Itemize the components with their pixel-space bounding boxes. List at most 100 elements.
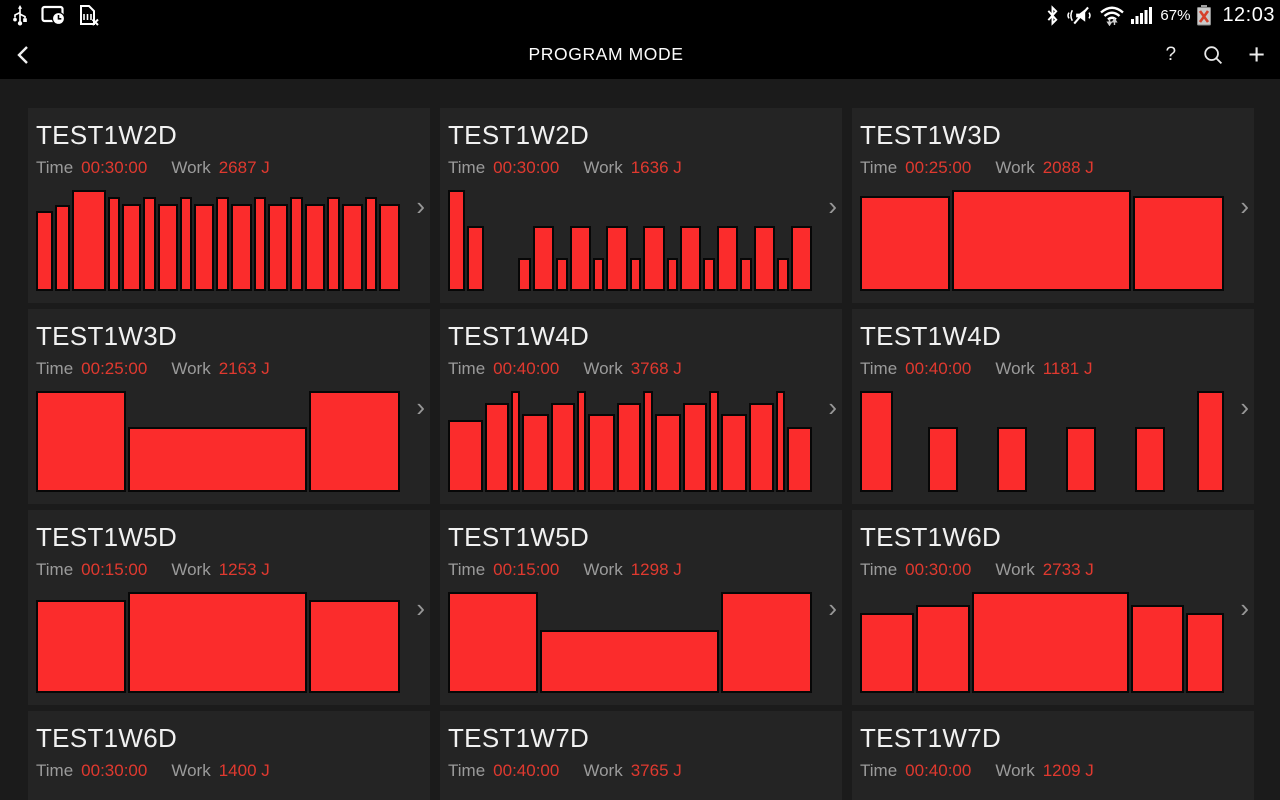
help-icon: ? (1165, 43, 1177, 65)
chevron-right-icon[interactable]: › (416, 391, 425, 422)
chart-bar (643, 391, 653, 492)
usb-icon (10, 4, 30, 26)
time-value: 00:30:00 (905, 560, 972, 579)
content-area: TEST1W2D Time 00:30:00 Work 2687 J › TES… (0, 79, 1280, 800)
chart-bar (550, 403, 575, 492)
program-card[interactable]: TEST1W4D Time 00:40:00 Work 1181 J › (852, 309, 1254, 504)
program-info: Time 00:30:00 Work 1400 J (36, 761, 422, 781)
chevron-right-icon[interactable]: › (828, 796, 837, 800)
program-chart (860, 391, 1225, 492)
chevron-right-icon[interactable]: › (1240, 190, 1249, 221)
chart-bar (107, 197, 120, 291)
chart-bar (55, 205, 71, 291)
program-card[interactable]: TEST1W3D Time 00:25:00 Work 2163 J › (28, 309, 430, 504)
chart-bar (928, 427, 958, 492)
time-label: Time (860, 158, 898, 177)
time-value: 00:40:00 (905, 359, 972, 378)
search-button[interactable] (1201, 45, 1225, 65)
chart-bar (1131, 605, 1185, 693)
chart-bar (790, 226, 812, 291)
chevron-right-icon[interactable]: › (1240, 796, 1249, 800)
program-info: Time 00:15:00 Work 1253 J (36, 560, 422, 580)
program-info: Time 00:40:00 Work 3768 J (448, 359, 834, 379)
chart-bar (951, 190, 1132, 291)
add-icon: + (1248, 38, 1265, 71)
chart-bar (36, 391, 127, 492)
time-value: 00:40:00 (493, 359, 560, 378)
program-name: TEST1W2D (36, 120, 178, 150)
chevron-right-icon[interactable]: › (1240, 592, 1249, 623)
chevron-right-icon[interactable]: › (828, 391, 837, 422)
chart-bar (971, 592, 1130, 693)
program-card[interactable]: TEST1W6D Time 00:30:00 Work 2733 J › (852, 510, 1254, 705)
chart-bar (629, 257, 642, 291)
wifi-icon (1099, 5, 1125, 26)
work-label: Work (995, 359, 1035, 378)
chart-bar (775, 391, 786, 492)
chart-bar (860, 613, 914, 693)
time-value: 00:25:00 (905, 158, 972, 177)
chart-bar (327, 197, 341, 291)
program-card[interactable]: TEST1W3D Time 00:25:00 Work 2088 J › (852, 108, 1254, 303)
chevron-right-icon[interactable]: › (416, 796, 425, 800)
chart-bar (510, 391, 521, 492)
program-card[interactable]: TEST1W7D Time 00:40:00 Work 1209 J › (852, 711, 1254, 800)
work-label: Work (995, 158, 1035, 177)
program-info: Time 00:30:00 Work 2733 J (860, 560, 1246, 580)
chart-bar (448, 190, 465, 291)
chart-bar (267, 204, 289, 291)
program-chart (36, 793, 400, 800)
chart-bar (556, 257, 568, 291)
chart-bar (683, 403, 708, 492)
back-button[interactable] (16, 45, 29, 65)
program-chart (448, 391, 813, 492)
program-name: TEST1W4D (860, 321, 1002, 351)
chevron-right-icon[interactable]: › (1240, 391, 1249, 422)
chevron-right-icon[interactable]: › (416, 190, 425, 221)
work-label: Work (171, 560, 211, 579)
chart-bar (576, 391, 587, 492)
program-name: TEST1W7D (448, 723, 590, 753)
chevron-right-icon[interactable]: › (828, 190, 837, 221)
chevron-right-icon[interactable]: › (416, 592, 425, 623)
program-card[interactable]: TEST1W2D Time 00:30:00 Work 1636 J › (440, 108, 842, 303)
chart-bar (484, 403, 509, 492)
program-name: TEST1W4D (448, 321, 590, 351)
chart-bar (1135, 427, 1165, 492)
chart-bar (309, 600, 400, 693)
program-card[interactable]: TEST1W5D Time 00:15:00 Work 1253 J › (28, 510, 430, 705)
chart-bar (997, 427, 1027, 492)
program-card[interactable]: TEST1W7D Time 00:40:00 Work 3765 J › (440, 711, 842, 800)
program-card[interactable]: TEST1W2D Time 00:30:00 Work 2687 J › (28, 108, 430, 303)
program-info: Time 00:40:00 Work 1181 J (860, 359, 1246, 379)
status-bar: 67% 12:03 (0, 0, 1280, 30)
add-button[interactable]: + (1246, 40, 1267, 69)
program-chart (860, 592, 1224, 693)
time-label: Time (36, 158, 74, 177)
chart-bar (703, 257, 715, 291)
volume-muted-icon (1065, 5, 1093, 26)
help-button[interactable]: ? (1161, 44, 1180, 66)
program-chart (36, 391, 400, 492)
program-chart (36, 592, 400, 693)
program-card[interactable]: TEST1W5D Time 00:15:00 Work 1298 J › (440, 510, 842, 705)
program-card[interactable]: TEST1W6D Time 00:30:00 Work 1400 J › (28, 711, 430, 800)
program-name: TEST1W2D (448, 120, 590, 150)
chart-bar (720, 414, 748, 492)
program-card[interactable]: TEST1W4D Time 00:40:00 Work 3768 J › (440, 309, 842, 504)
chart-bar (448, 592, 539, 693)
chart-bar (522, 414, 549, 492)
program-info: Time 00:15:00 Work 1298 J (448, 560, 834, 580)
program-chart (860, 190, 1225, 291)
time-value: 00:15:00 (493, 560, 560, 579)
work-label: Work (583, 158, 623, 177)
chevron-right-icon[interactable]: › (828, 592, 837, 623)
chart-bar (680, 226, 702, 291)
chart-bar (179, 197, 192, 291)
chart-bar (128, 427, 307, 492)
time-label: Time (860, 359, 898, 378)
work-value: 1209 J (1042, 761, 1094, 780)
program-chart (36, 190, 401, 291)
chart-bar (216, 197, 230, 291)
time-label: Time (448, 761, 486, 780)
